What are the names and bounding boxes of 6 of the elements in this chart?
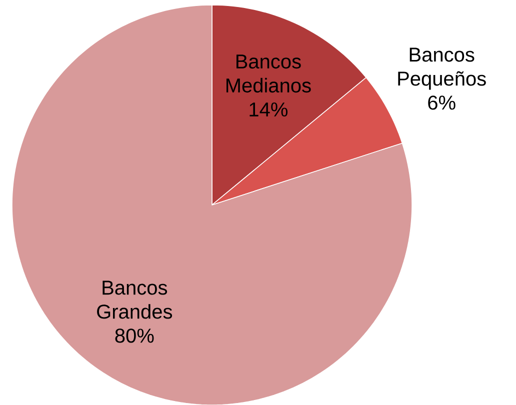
slice-label: Bancos Medianos <box>226 54 311 92</box>
data-label: 6% <box>428 95 456 110</box>
data-label: 14% <box>250 102 288 116</box>
slice-label: Bancos Grandes <box>97 280 172 319</box>
data-label: 80% <box>115 328 154 343</box>
slice-label: Bancos Pequeños <box>398 48 486 90</box>
